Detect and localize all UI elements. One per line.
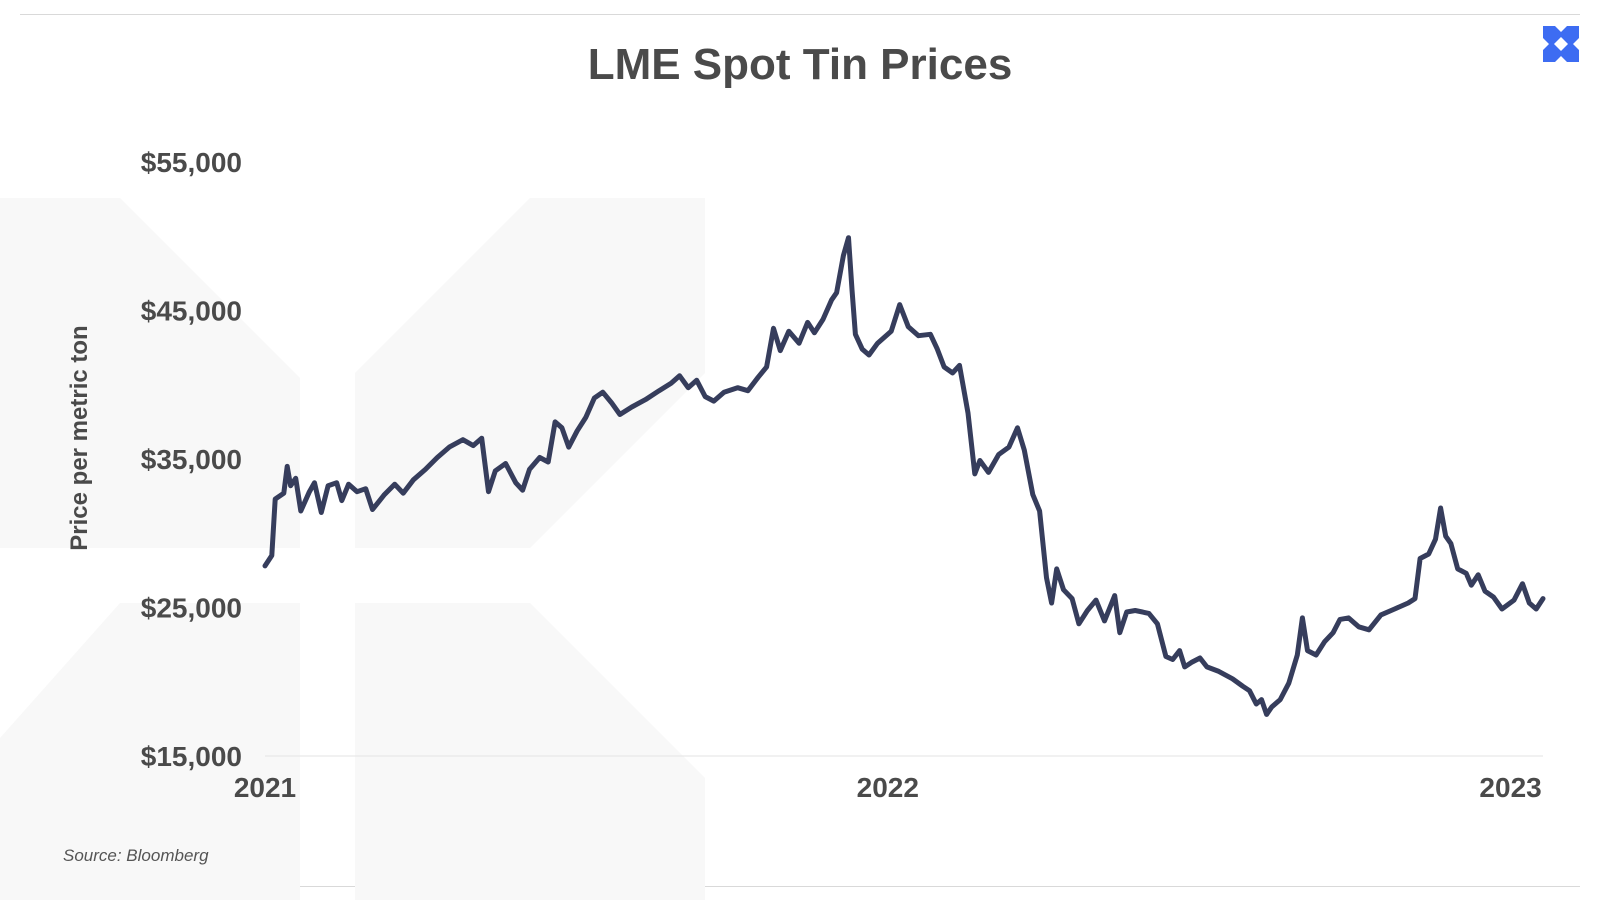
top-divider (20, 14, 1580, 15)
bottom-divider (20, 886, 1580, 887)
y-tick-label: $35,000 (141, 444, 242, 475)
x-tick-label: 2022 (857, 772, 919, 803)
source-note: Source: Bloomberg (63, 846, 209, 865)
y-axis-ticks: $55,000 $45,000 $35,000 $25,000 $15,000 (141, 147, 242, 772)
x-tick-label: 2023 (1479, 772, 1541, 803)
x-tick-label: 2021 (234, 772, 296, 803)
x-logo-icon (1543, 26, 1579, 62)
x-axis-ticks: 2021 2022 2023 (234, 772, 1542, 803)
y-tick-label: $15,000 (141, 741, 242, 772)
y-tick-label: $45,000 (141, 296, 242, 327)
y-tick-label: $55,000 (141, 147, 242, 178)
chart-title: LME Spot Tin Prices (587, 40, 1013, 89)
y-tick-label: $25,000 (141, 593, 242, 624)
series-line-tin-price (262, 235, 1546, 717)
